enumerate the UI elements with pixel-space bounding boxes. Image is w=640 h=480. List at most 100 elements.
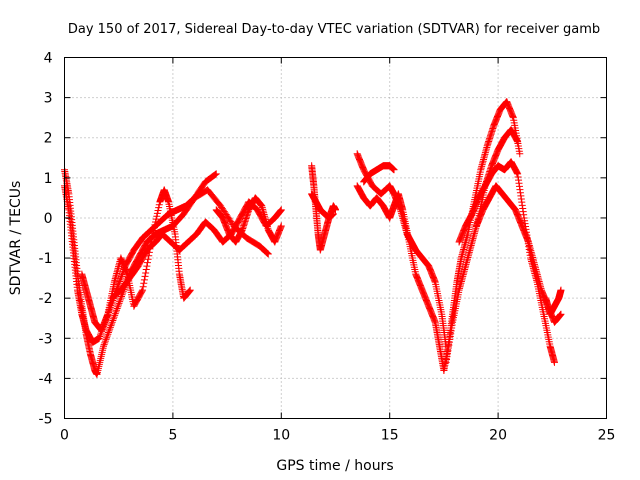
data-point bbox=[95, 334, 103, 342]
data-point bbox=[117, 274, 125, 282]
y-tick-label: 0 bbox=[44, 211, 53, 227]
data-point bbox=[117, 294, 125, 302]
data-point bbox=[211, 170, 219, 178]
x-tick-label: 25 bbox=[598, 428, 616, 444]
y-tick-label: 2 bbox=[44, 131, 53, 147]
series-track-j bbox=[360, 162, 398, 186]
series-track-e bbox=[212, 194, 285, 246]
x-tick-label: 10 bbox=[272, 428, 290, 444]
data-point bbox=[211, 171, 219, 179]
data-point bbox=[148, 235, 156, 243]
series-track-m bbox=[455, 158, 558, 366]
data-point bbox=[102, 335, 110, 343]
series-track-g bbox=[308, 190, 337, 222]
plot-frame bbox=[64, 57, 607, 419]
data-points bbox=[61, 98, 565, 378]
data-point bbox=[109, 317, 117, 325]
data-point bbox=[141, 272, 149, 280]
data-point bbox=[116, 276, 124, 284]
data-point bbox=[154, 206, 162, 214]
data-point bbox=[140, 279, 148, 287]
data-point bbox=[107, 322, 115, 330]
data-point bbox=[153, 212, 161, 220]
data-point bbox=[212, 170, 220, 178]
data-point bbox=[116, 296, 124, 304]
data-point bbox=[105, 327, 113, 335]
data-point bbox=[104, 330, 112, 338]
data-point bbox=[115, 279, 123, 287]
data-point bbox=[550, 358, 558, 366]
data-point bbox=[155, 201, 163, 209]
y-tick-label: 4 bbox=[44, 51, 53, 67]
data-point bbox=[100, 341, 108, 349]
data-point bbox=[186, 286, 194, 294]
data-point bbox=[114, 303, 122, 311]
data-point bbox=[152, 215, 160, 223]
data-point bbox=[106, 325, 114, 333]
series-track-k bbox=[440, 98, 524, 374]
data-point bbox=[139, 283, 147, 291]
series-track-i bbox=[353, 182, 448, 374]
data-point bbox=[111, 310, 119, 318]
data-point bbox=[113, 304, 121, 312]
y-tick-label: -3 bbox=[39, 331, 53, 347]
series-track-d bbox=[108, 198, 285, 302]
data-point bbox=[149, 229, 157, 237]
data-point bbox=[103, 334, 111, 342]
data-point bbox=[101, 339, 109, 347]
data-point bbox=[143, 262, 151, 270]
data-point bbox=[557, 310, 565, 318]
x-tick-label: 15 bbox=[381, 428, 399, 444]
data-point bbox=[101, 337, 109, 345]
data-point bbox=[113, 306, 121, 314]
data-point bbox=[117, 272, 125, 280]
data-point bbox=[139, 286, 147, 294]
y-tick-label: -5 bbox=[39, 412, 53, 428]
data-point bbox=[142, 266, 150, 274]
data-point bbox=[277, 206, 285, 214]
data-point bbox=[114, 281, 122, 289]
series-track-f bbox=[308, 162, 339, 254]
data-point bbox=[116, 278, 124, 286]
data-point bbox=[115, 299, 123, 307]
data-point bbox=[142, 269, 150, 277]
data-point bbox=[332, 206, 339, 214]
data-point bbox=[264, 249, 272, 257]
data-point bbox=[264, 250, 272, 258]
data-point bbox=[108, 318, 116, 326]
data-point bbox=[148, 232, 156, 240]
data-point bbox=[96, 333, 104, 341]
series-track-c bbox=[78, 186, 194, 334]
data-point bbox=[100, 342, 108, 350]
data-point bbox=[116, 298, 124, 306]
x-tick-label: 0 bbox=[60, 428, 69, 444]
data-point bbox=[153, 209, 161, 217]
data-point bbox=[516, 150, 524, 158]
chart-title: Day 150 of 2017, Sidereal Day-to-day VTE… bbox=[68, 22, 600, 37]
data-point bbox=[150, 227, 158, 235]
data-point bbox=[557, 286, 565, 294]
y-tick-label: 3 bbox=[44, 91, 53, 107]
data-point bbox=[117, 292, 125, 300]
data-point bbox=[138, 287, 146, 295]
data-point bbox=[152, 218, 160, 226]
data-point bbox=[390, 166, 398, 174]
y-tick-label: -2 bbox=[39, 291, 53, 307]
data-point bbox=[329, 210, 337, 218]
data-point bbox=[118, 271, 126, 279]
data-point bbox=[111, 311, 119, 319]
data-point bbox=[151, 221, 159, 229]
data-point bbox=[106, 323, 114, 331]
data-point bbox=[114, 301, 122, 309]
data-point bbox=[277, 222, 285, 230]
y-tick-label: 1 bbox=[44, 171, 53, 187]
data-point bbox=[514, 138, 522, 146]
series-track-h bbox=[353, 150, 450, 350]
x-tick-label: 5 bbox=[168, 428, 177, 444]
data-point bbox=[155, 204, 163, 212]
series-track-o bbox=[542, 286, 565, 318]
data-point bbox=[103, 332, 111, 340]
data-point bbox=[109, 315, 117, 323]
x-tick-label: 20 bbox=[489, 428, 507, 444]
